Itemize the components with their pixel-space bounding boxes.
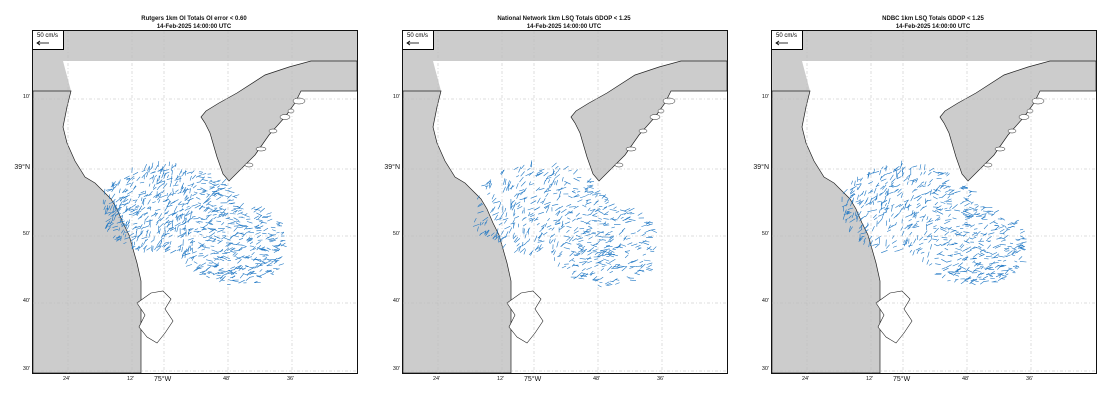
lat-tick-label: 50' xyxy=(392,231,400,237)
map-panel-3: NDBC 1km LSQ Totals GDOP < 1.25 14-Feb-20… xyxy=(753,0,1105,417)
lon-tick-label: 36' xyxy=(657,376,665,382)
land-delmarva xyxy=(403,90,512,373)
lat-tick-label: 50' xyxy=(22,231,30,237)
lon-tick-label: 48' xyxy=(593,376,601,382)
lat-tick-label: 10' xyxy=(761,94,769,100)
scale-arrow-icon xyxy=(775,40,788,46)
scale-reference: 50 cm/s xyxy=(772,31,803,50)
scale-label: 50 cm/s xyxy=(776,33,798,39)
map-canvas xyxy=(772,31,1096,373)
land-north xyxy=(403,31,727,61)
scale-arrow-icon xyxy=(36,40,49,46)
map-title: National Network 1km LSQ Totals GDOP < 1… xyxy=(497,16,631,22)
lat-tick-label: 30' xyxy=(392,366,400,372)
map-timestamp: 14-Feb-2025 14:00:00 UTC xyxy=(156,24,232,30)
lon-tick-label: 24' xyxy=(433,376,441,382)
map-title: Rutgers 1km OI Totals OI error < 0.60 xyxy=(141,16,247,22)
lat-tick-label: 50' xyxy=(761,231,769,237)
map-timestamp: 14-Feb-2025 14:00:00 UTC xyxy=(526,24,602,30)
land-cape-may xyxy=(200,60,357,182)
lon-tick-label: 48' xyxy=(962,376,970,382)
lat-tick-label: 39°N xyxy=(384,164,400,171)
lat-tick-label: 40' xyxy=(761,298,769,304)
map-frame[interactable]: 50 cm/s xyxy=(32,30,358,374)
lat-tick-label: 10' xyxy=(22,94,30,100)
lon-tick-label: 75°W xyxy=(154,376,172,383)
scale-label: 50 cm/s xyxy=(37,33,59,39)
lon-tick-label: 36' xyxy=(1026,376,1034,382)
current-vectors xyxy=(102,161,287,285)
lon-tick-label: 48' xyxy=(223,376,231,382)
current-vectors xyxy=(841,160,1027,286)
map-timestamp: 14-Feb-2025 14:00:00 UTC xyxy=(895,24,971,30)
map-canvas xyxy=(33,31,357,373)
scale-reference: 50 cm/s xyxy=(403,31,434,50)
lat-tick-label: 40' xyxy=(22,298,30,304)
lat-tick-label: 30' xyxy=(22,366,30,372)
lat-tick-label: 30' xyxy=(761,366,769,372)
lon-tick-label: 24' xyxy=(63,376,71,382)
lon-tick-label: 75°W xyxy=(893,376,911,383)
land-north xyxy=(772,31,1096,61)
lat-tick-label: 40' xyxy=(392,298,400,304)
lon-tick-label: 75°W xyxy=(524,376,542,383)
current-vectors xyxy=(472,160,658,288)
map-panel-1: Rutgers 1km OI Totals OI error < 0.60 14-… xyxy=(14,0,366,417)
land-cape-may xyxy=(939,60,1096,182)
map-panel-2: National Network 1km LSQ Totals GDOP < 1… xyxy=(384,0,736,417)
lon-tick-label: 12' xyxy=(497,376,505,382)
map-frame[interactable]: 50 cm/s xyxy=(771,30,1097,374)
map-title: NDBC 1km LSQ Totals GDOP < 1.25 xyxy=(882,16,984,22)
lat-tick-label: 10' xyxy=(392,94,400,100)
land-north xyxy=(33,31,357,61)
lat-tick-label: 39°N xyxy=(14,164,30,171)
map-frame[interactable]: 50 cm/s xyxy=(402,30,728,374)
lat-tick-label: 39°N xyxy=(753,164,769,171)
land-cape-may xyxy=(570,60,727,182)
lon-tick-label: 24' xyxy=(802,376,810,382)
scale-reference: 50 cm/s xyxy=(33,31,64,50)
land-delmarva xyxy=(772,90,881,373)
lon-tick-label: 12' xyxy=(866,376,874,382)
lon-tick-label: 36' xyxy=(287,376,295,382)
scale-arrow-icon xyxy=(406,40,419,46)
land-delmarva xyxy=(33,90,142,373)
map-canvas xyxy=(403,31,727,373)
scale-label: 50 cm/s xyxy=(407,33,429,39)
lon-tick-label: 12' xyxy=(127,376,135,382)
